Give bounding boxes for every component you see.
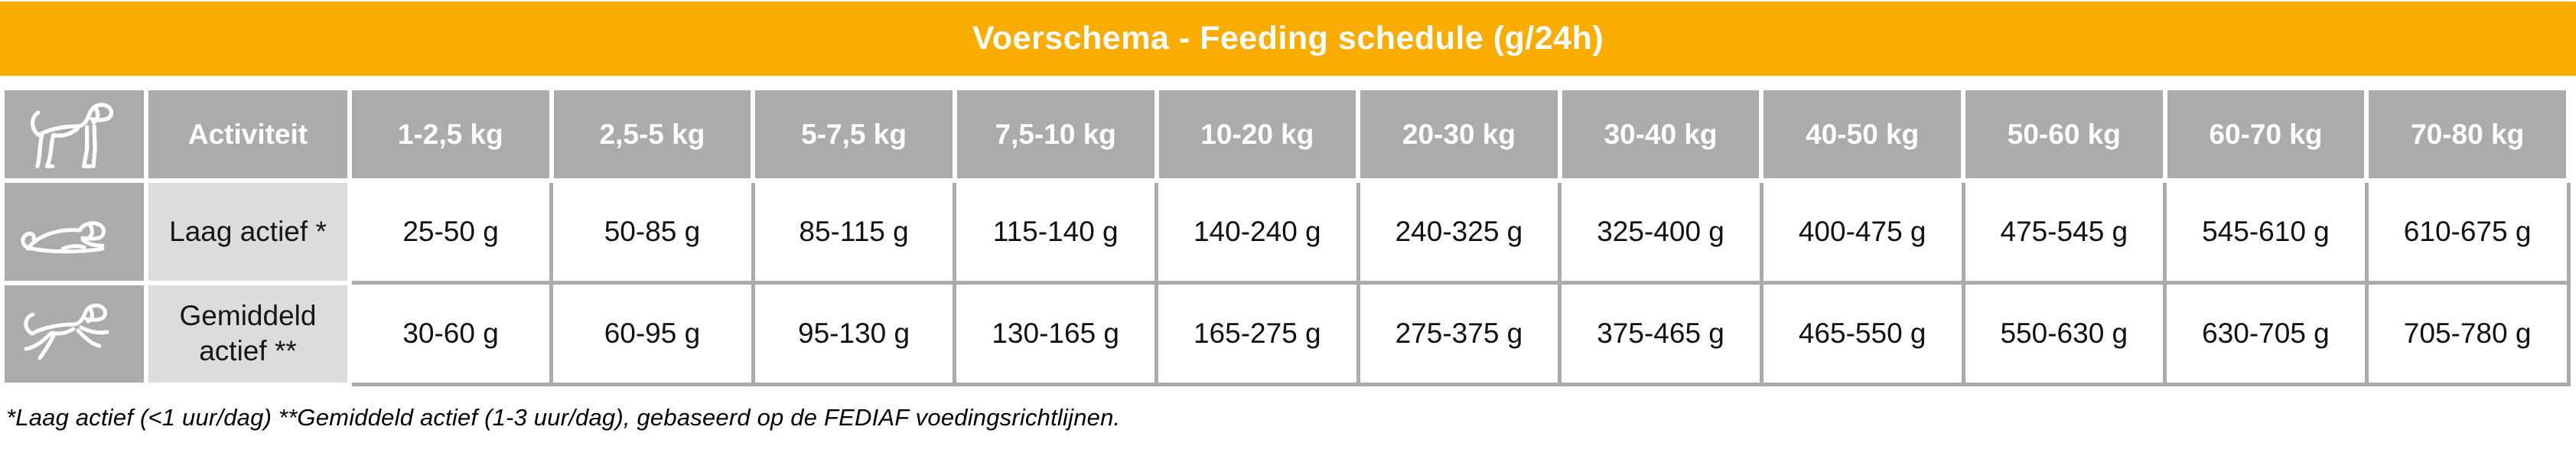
column-header-weight-11: 70-80 kg [2364,86,2571,183]
title-bar: Voerschema - Feeding schedule (g/24h) [0,2,2576,76]
column-header-weight-9: 50-60 kg [1961,86,2167,183]
column-header-weight-5: 10-20 kg [1154,86,1361,183]
feeding-value: 240-325 g [1356,178,1562,285]
feeding-value: 25-50 g [347,178,554,285]
column-header-weight-7: 30-40 kg [1557,86,1764,183]
feeding-value: 325-400 g [1558,178,1763,285]
standing-dog-icon [31,103,114,168]
feeding-value: 705-780 g [2364,281,2571,386]
footnote: *Laag actief (<1 uur/dag) **Gemiddeld ac… [6,403,1121,431]
feeding-value: 275-375 g [1356,281,1562,386]
column-header-weight-1: 1-2,5 kg [347,86,554,183]
corner-icon-cell [0,86,148,183]
feeding-value: 400-475 g [1759,178,1965,285]
row-icon-cell [0,178,148,285]
feeding-value: 550-630 g [1961,281,2167,386]
feeding-value: 60-95 g [549,281,755,386]
activity-label-low: Laag actief * [144,178,352,285]
feeding-value: 375-465 g [1558,281,1763,386]
feeding-table: Activiteit 1-2,5 kg 2,5-5 kg 5-7,5 kg 7,… [0,86,2571,387]
column-header-weight-3: 5-7,5 kg [751,86,957,183]
lying-dog-icon [21,220,106,253]
header-row: Activiteit 1-2,5 kg 2,5-5 kg 5-7,5 kg 7,… [0,86,2571,183]
feeding-value: 95-130 g [751,281,957,386]
column-header-weight-4: 7,5-10 kg [952,86,1159,183]
feeding-value: 465-550 g [1759,281,1965,386]
page-title: Voerschema - Feeding schedule (g/24h) [972,20,1604,57]
table-row-medium-active: Gemiddeld actief ** 30-60 g 60-95 g 95-1… [0,280,2571,387]
column-header-weight-6: 20-30 kg [1356,86,1562,183]
feeding-value: 130-165 g [953,281,1158,386]
feeding-value: 140-240 g [1154,178,1360,285]
feeding-value: 115-140 g [953,178,1158,285]
feeding-value: 30-60 g [347,281,554,386]
running-dog-icon [24,303,109,360]
row-icon-cell [0,280,148,387]
activity-label-medium: Gemiddeld actief ** [144,280,352,387]
feeding-value: 545-610 g [2163,178,2369,285]
feeding-value: 630-705 g [2163,281,2369,386]
feeding-value: 50-85 g [549,178,755,285]
table-row-low-active: Laag actief * 25-50 g 50-85 g 85-115 g 1… [0,178,2571,285]
column-header-activity: Activiteit [144,86,352,183]
column-header-weight-2: 2,5-5 kg [549,86,756,183]
feeding-value: 165-275 g [1154,281,1360,386]
column-header-weight-8: 40-50 kg [1759,86,1965,183]
column-header-weight-10: 60-70 kg [2162,86,2369,183]
feeding-value: 85-115 g [751,178,957,285]
feeding-value: 475-545 g [1961,178,2167,285]
feeding-value: 610-675 g [2364,178,2571,285]
